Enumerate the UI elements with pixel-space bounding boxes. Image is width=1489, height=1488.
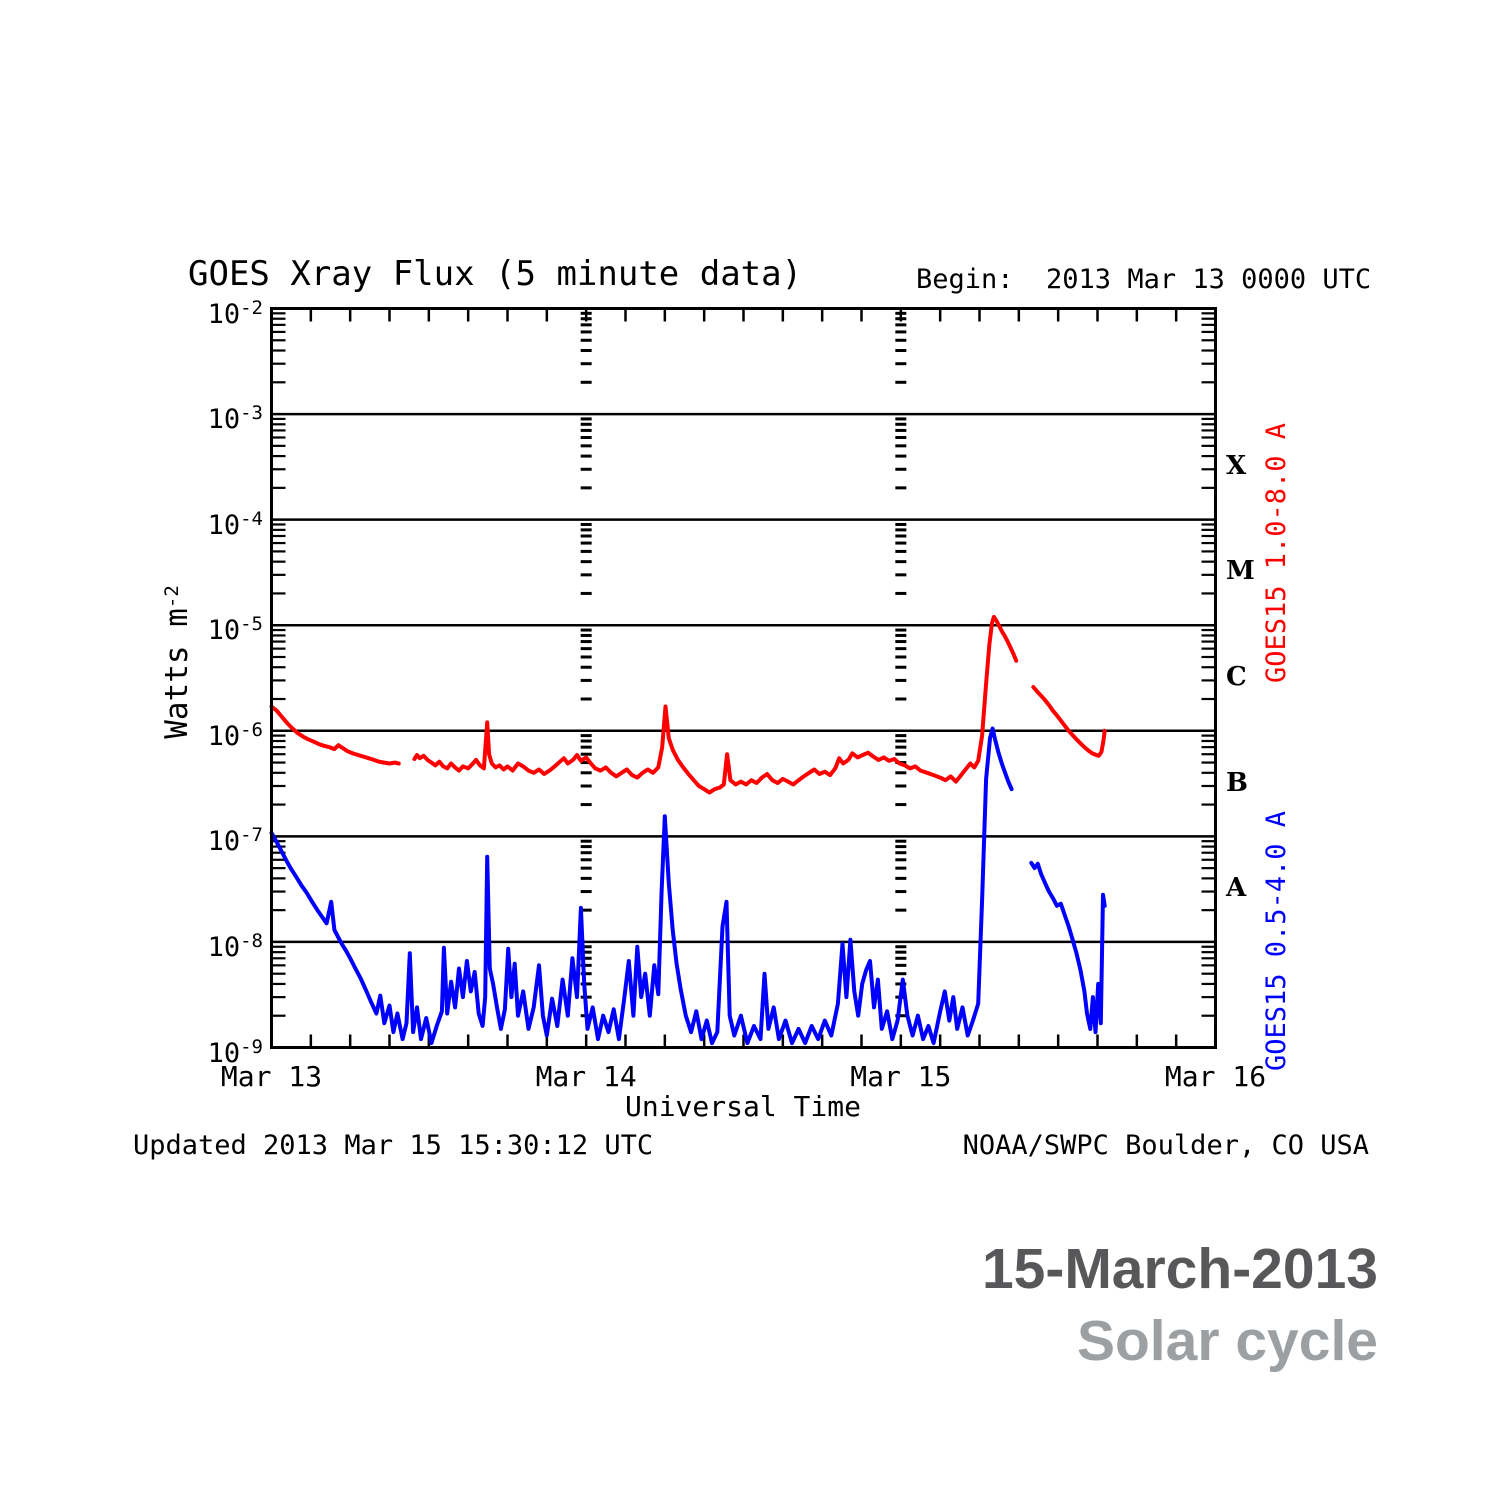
caption-subtitle: Solar cycle xyxy=(1076,1309,1378,1373)
chart-title: GOES Xray Flux (5 minute data) xyxy=(188,254,803,294)
source-attribution: NOAA/SWPC Boulder, CO USA xyxy=(962,1130,1369,1161)
updated-timestamp: Updated 2013 Mar 15 15:30:12 UTC xyxy=(133,1130,654,1161)
y-axis-tick-label: 10-6 xyxy=(207,718,263,752)
y-axis-tick-label: 10-5 xyxy=(207,613,263,647)
x-axis-tick-label: Mar 15 xyxy=(850,1060,952,1093)
x-axis-tick-label: Mar 16 xyxy=(1164,1060,1267,1093)
flare-class-letter-b: B xyxy=(1226,767,1248,798)
y-axis-tick-label: 10-3 xyxy=(207,402,263,436)
plot-frame xyxy=(270,307,1217,1049)
y-axis-tick-label: 10-9 xyxy=(207,1035,263,1069)
y-axis-tick-label: 10-7 xyxy=(207,824,263,858)
flux-curve-short xyxy=(269,726,1107,1046)
x-axis-title: Universal Time xyxy=(624,1090,861,1123)
flare-class-letter-a: A xyxy=(1226,873,1247,904)
caption-date: 15-March-2013 xyxy=(981,1237,1378,1301)
y-axis-tick-label: 10-2 xyxy=(207,296,263,330)
flare-class-letter-x: X xyxy=(1226,450,1247,481)
series-label-short-channel: GOES15 0.5-4.0 A xyxy=(1261,810,1292,1072)
x-axis-tick-label: Mar 14 xyxy=(535,1060,637,1093)
series-label-long-channel: GOES15 1.0-8.0 A xyxy=(1261,422,1292,684)
flare-class-letter-c: C xyxy=(1226,662,1247,692)
y-axis-tick-label: 10-8 xyxy=(207,929,263,963)
flux-curve-long xyxy=(269,614,1107,795)
x-axis-tick-label: Mar 13 xyxy=(220,1060,323,1093)
y-axis-tick-label: 10-4 xyxy=(207,507,263,541)
begin-label: Begin: 2013 Mar 13 0000 UTC xyxy=(916,264,1372,295)
flare-class-letter-m: M xyxy=(1226,556,1255,587)
y-axis-title: Watts m-2 xyxy=(159,585,195,739)
